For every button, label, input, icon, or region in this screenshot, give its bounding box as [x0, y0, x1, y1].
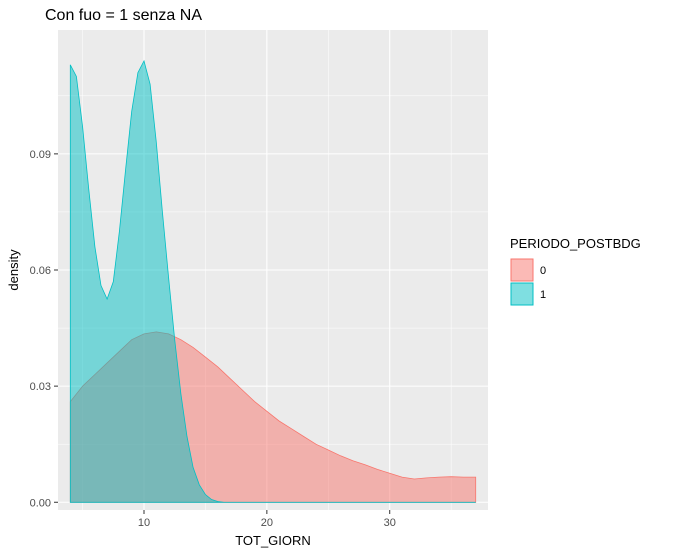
x-tick-label: 30: [384, 517, 396, 529]
x-axis-title: TOT_GIORN: [235, 533, 311, 548]
axes: 10 20 30 0.00 0.03 0.06 0.09: [30, 149, 396, 529]
y-tick-label: 0.09: [30, 149, 51, 161]
legend-label-0: 0: [540, 265, 546, 277]
y-tick-label: 0.00: [30, 497, 51, 509]
x-tick-label: 10: [138, 517, 150, 529]
y-axis-title: density: [6, 249, 21, 291]
chart-title: Con fuo = 1 senza NA: [45, 7, 202, 24]
series-layer: [69, 59, 477, 503]
legend-key-1: [510, 282, 534, 306]
legend-title: PERIODO_POSTBDG: [510, 236, 641, 251]
y-tick-label: 0.06: [30, 265, 51, 277]
legend-key-0: [510, 258, 534, 282]
legend-label-1: 1: [540, 289, 546, 301]
x-tick-label: 20: [261, 517, 273, 529]
y-tick-label: 0.03: [30, 381, 51, 393]
legend: PERIODO_POSTBDG 0 1: [510, 236, 641, 306]
density-area-1: [69, 59, 476, 503]
